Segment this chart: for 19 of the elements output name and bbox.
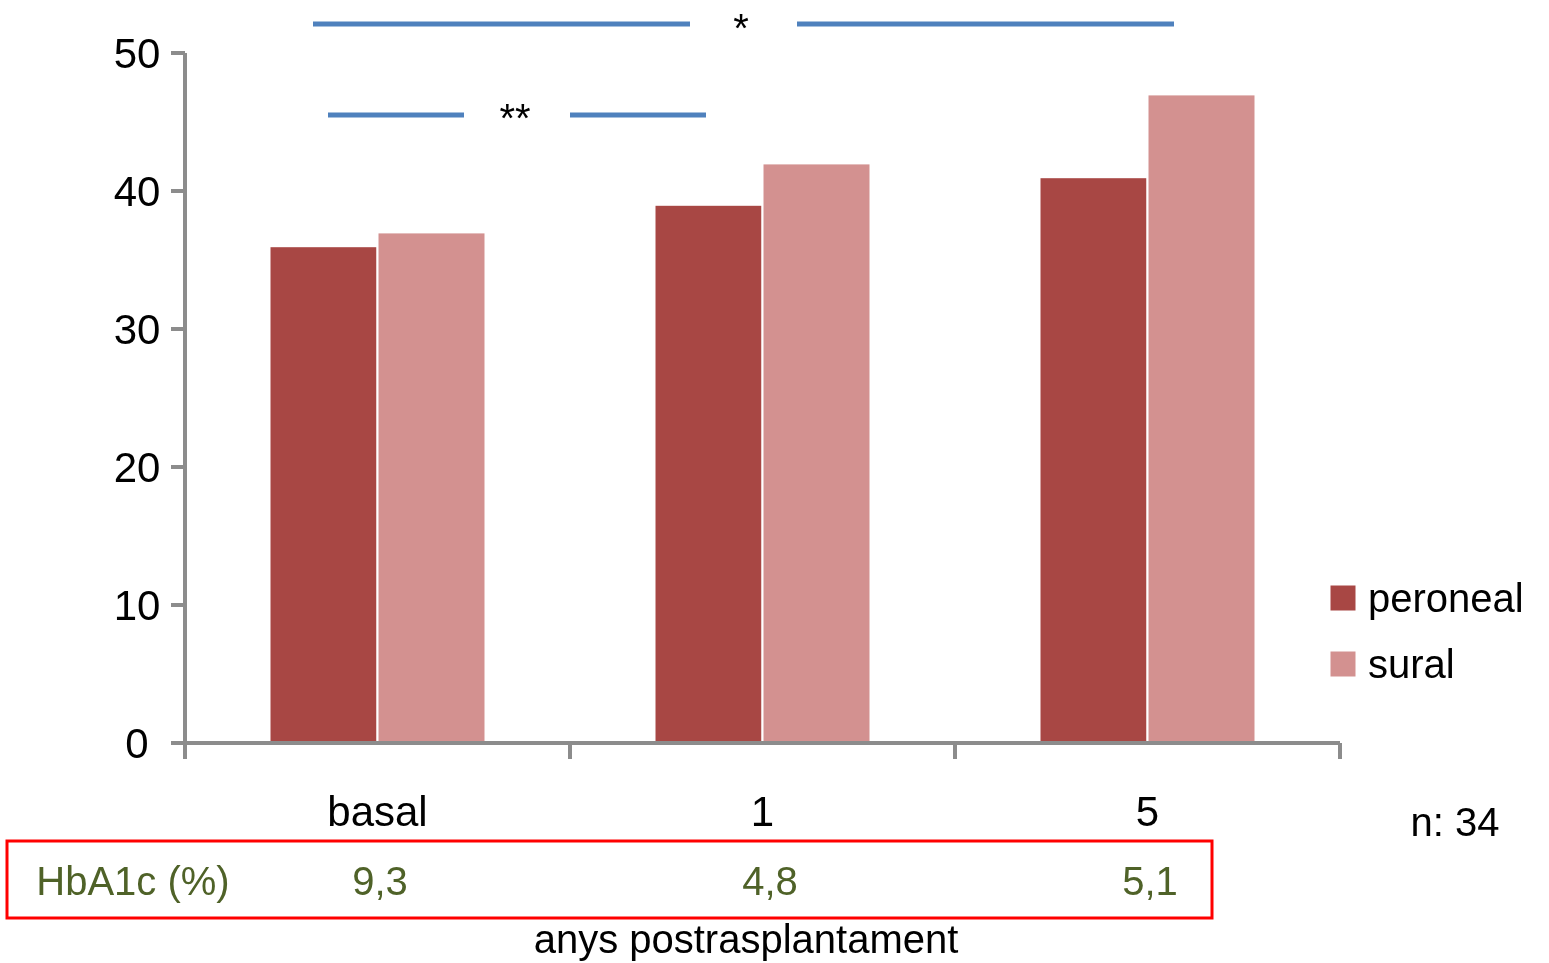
y-tick-label: 30 <box>113 305 161 353</box>
y-tick-label: 50 <box>113 29 161 77</box>
legend-label: peroneal <box>1368 576 1524 620</box>
text: n: 34 <box>1410 800 1500 844</box>
text: 4,8 <box>742 859 798 903</box>
x-axis-title: anys postrasplantament <box>533 917 959 961</box>
y-tick-label: 40 <box>113 167 161 215</box>
y-tick-label: 10 <box>113 581 161 629</box>
x-tick-label: 1 <box>750 788 775 835</box>
text: HbA1c (%) <box>36 859 230 903</box>
legend-label: sural <box>1368 642 1455 686</box>
y-tick-label: 0 <box>125 719 149 767</box>
y-tick-label: 20 <box>113 443 161 491</box>
text: 9,3 <box>352 859 408 903</box>
x-tick-label: basal <box>327 788 428 835</box>
text: 5,1 <box>1122 859 1178 903</box>
x-tick-label: 5 <box>1135 788 1160 835</box>
annotation: ** <box>499 96 531 140</box>
text: * <box>733 6 749 50</box>
